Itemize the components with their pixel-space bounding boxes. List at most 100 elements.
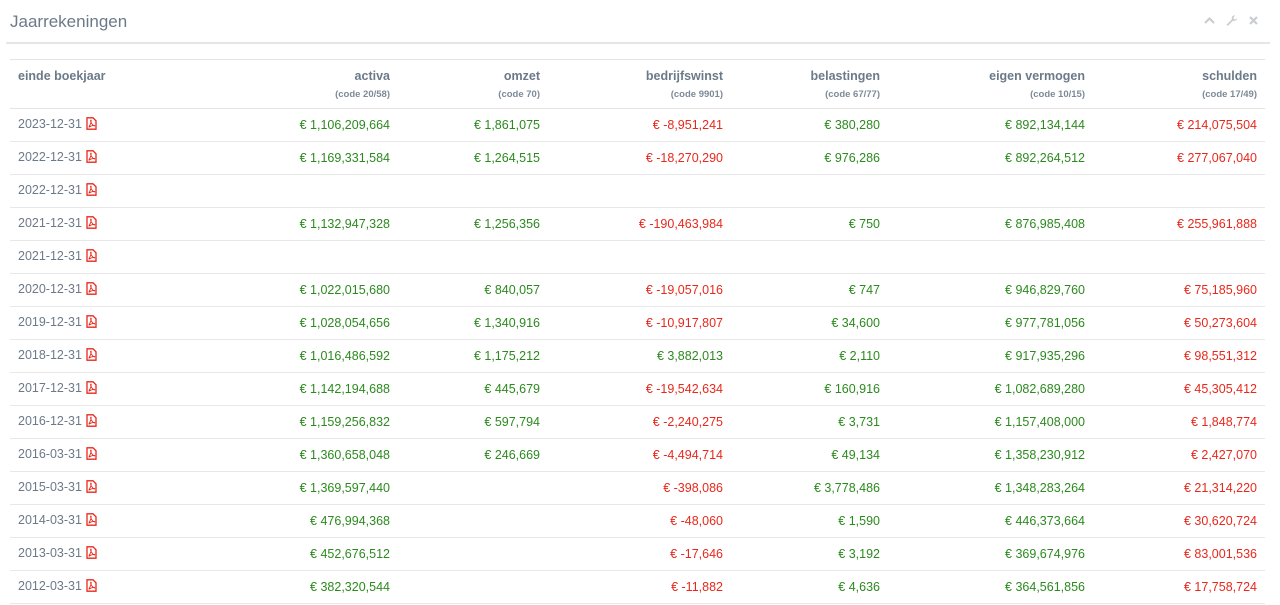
pdf-icon[interactable] [86,513,97,529]
panel-title: Jaarrekeningen [10,12,128,31]
omzet-cell [398,471,548,505]
date-cell: 2021-12-31 [10,207,195,241]
table-row: 2016-03-31 € 1,360,658,048 € 246,669 € -4,4… [10,438,1265,472]
omzet-cell: € 246,669 [398,438,548,472]
pdf-icon[interactable] [86,546,97,562]
table-row: 2021-12-31 [10,240,1265,274]
activa-cell: € 1,016,486,592 [195,339,398,373]
bedrijfswinst-cell: € -4,494,714 [548,438,731,472]
belastingen-cell: € 3,778,486 [731,471,888,505]
column-header: einde boekjaar [10,59,195,109]
date-cell: 2017-12-31 [10,372,195,406]
bedrijfswinst-cell: € -398,086 [548,471,731,505]
eigen-vermogen-cell: € 446,373,664 [888,504,1093,538]
schulden-cell: € 50,273,604 [1093,306,1265,340]
pdf-icon[interactable] [86,447,97,463]
date-cell: 2022-12-31 [10,141,195,175]
pdf-icon[interactable] [86,150,97,166]
column-header-code: (code 10/15) [1030,89,1085,100]
fiscal-year-end-date: 2019-12-31 [18,315,82,329]
date-cell: 2015-03-31 [10,471,195,505]
eigen-vermogen-cell: € 364,561,856 [888,570,1093,604]
pdf-icon[interactable] [86,216,97,232]
eigen-vermogen-cell: € 946,829,760 [888,273,1093,307]
column-header: belastingen (code 67/77) [731,59,888,109]
bedrijfswinst-cell: € -8,951,241 [548,108,731,142]
pdf-icon[interactable] [86,249,97,265]
omzet-cell [398,504,548,538]
bedrijfswinst-cell [548,240,731,274]
omzet-cell [398,240,548,274]
column-header-code: (code 20/58) [335,89,390,100]
belastingen-cell: € 380,280 [731,108,888,142]
belastingen-cell [731,240,888,274]
fiscal-year-end-date: 2014-03-31 [18,513,82,527]
fiscal-year-end-date: 2021-12-31 [18,249,82,263]
table-row: 2018-12-31 € 1,016,486,592 € 1,175,212 € 3,… [10,339,1265,373]
belastingen-cell: € 34,600 [731,306,888,340]
eigen-vermogen-cell: € 892,134,144 [888,108,1093,142]
fiscal-year-end-date: 2016-12-31 [18,414,82,428]
chevron-up-icon[interactable] [1203,14,1216,27]
table-row: 2022-12-31 [10,174,1265,208]
table-header-row: einde boekjaar activa (code 20/58) omzet (co… [10,59,1265,109]
fiscal-year-end-date: 2023-12-31 [18,117,82,131]
table-row: 2020-12-31 € 1,022,015,680 € 840,057 € -19,… [10,273,1265,307]
column-header-label: bedrijfswinst [645,69,723,83]
activa-cell: € 1,132,947,328 [195,207,398,241]
belastingen-cell: € 49,134 [731,438,888,472]
column-header: omzet (code 70) [398,59,548,109]
omzet-cell: € 1,175,212 [398,339,548,373]
omzet-cell: € 1,256,356 [398,207,548,241]
bedrijfswinst-cell: € -18,270,290 [548,141,731,175]
activa-cell: € 1,369,597,440 [195,471,398,505]
activa-cell: € 382,320,544 [195,570,398,604]
date-cell: 2019-12-31 [10,306,195,340]
table-row: 2019-12-31 € 1,028,054,656 € 1,340,916 € -1… [10,306,1265,340]
date-cell: 2020-12-31 [10,273,195,307]
column-header: schulden (code 17/49) [1093,59,1265,109]
column-header-code: (code 70) [498,89,540,100]
bedrijfswinst-cell: € -190,463,984 [548,207,731,241]
column-header-code: (code 67/77) [825,89,880,100]
pdf-icon[interactable] [86,183,97,199]
eigen-vermogen-cell: € 1,082,689,280 [888,372,1093,406]
fiscal-year-end-date: 2021-12-31 [18,216,82,230]
activa-cell: € 476,994,368 [195,504,398,538]
date-cell: 2023-12-31 [10,108,195,142]
table-row: 2013-03-31 € 452,676,512 € -17,646 € 3,192 €… [10,537,1265,571]
pdf-icon[interactable] [86,414,97,430]
omzet-cell [398,537,548,571]
column-header-label: eigen vermogen [989,69,1085,83]
omzet-cell: € 445,679 [398,372,548,406]
table-row: 2017-12-31 € 1,142,194,688 € 445,679 € -19,… [10,372,1265,406]
close-icon[interactable] [1247,14,1260,27]
schulden-cell: € 83,001,536 [1093,537,1265,571]
pdf-icon[interactable] [86,348,97,364]
pdf-icon[interactable] [86,282,97,298]
eigen-vermogen-cell: € 876,985,408 [888,207,1093,241]
activa-cell: € 452,676,512 [195,537,398,571]
eigen-vermogen-cell: € 1,348,283,264 [888,471,1093,505]
date-cell: 2018-12-31 [10,339,195,373]
activa-cell: € 1,028,054,656 [195,306,398,340]
bedrijfswinst-cell: € -2,240,275 [548,405,731,439]
wrench-icon[interactable] [1225,14,1238,27]
eigen-vermogen-cell: € 892,264,512 [888,141,1093,175]
date-cell: 2021-12-31 [10,240,195,274]
omzet-cell: € 1,861,075 [398,108,548,142]
pdf-icon[interactable] [86,117,97,133]
table-header: einde boekjaar activa (code 20/58) omzet (co… [10,59,1265,109]
activa-cell: € 1,142,194,688 [195,372,398,406]
belastingen-cell: € 3,192 [731,537,888,571]
pdf-icon[interactable] [86,381,97,397]
table-row: 2021-12-31 € 1,132,947,328 € 1,256,356 € -1… [10,207,1265,241]
pdf-icon[interactable] [86,480,97,496]
pdf-icon[interactable] [86,579,97,595]
column-header-label: belastingen [810,69,880,83]
belastingen-cell: € 750 [731,207,888,241]
fiscal-year-end-date: 2012-03-31 [18,579,82,593]
eigen-vermogen-cell: € 917,935,296 [888,339,1093,373]
pdf-icon[interactable] [86,315,97,331]
